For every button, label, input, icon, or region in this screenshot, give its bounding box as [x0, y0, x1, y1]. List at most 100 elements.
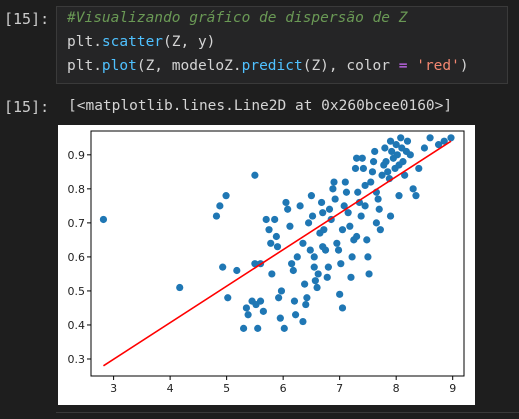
scatter-point	[406, 151, 414, 159]
scatter-point	[244, 311, 252, 319]
code-line-3: plt.plot(Z, modeloZ.predict(Z), color = …	[67, 58, 469, 74]
scatter-point	[293, 253, 301, 261]
scatter-point	[346, 222, 354, 230]
scatter-point	[384, 168, 392, 176]
scatter-point	[348, 253, 356, 261]
scatter-point	[254, 324, 262, 332]
scatter-point	[376, 226, 384, 234]
scatter-point	[337, 260, 345, 268]
scatter-point	[361, 181, 369, 190]
scatter-point	[363, 236, 371, 244]
scatter-point	[222, 192, 230, 200]
scatter-point	[216, 202, 224, 210]
scatter-point	[302, 300, 310, 309]
scatter-point	[268, 270, 276, 278]
scatter-point	[361, 202, 369, 210]
code-token: plt.	[67, 34, 102, 50]
scatter-point	[409, 185, 417, 193]
scatter-point	[314, 270, 322, 278]
scatter-point	[289, 266, 297, 275]
scatter-point	[393, 151, 401, 159]
scatter-point	[330, 178, 338, 186]
scatter-point	[392, 141, 400, 149]
y-tick-label: 0.3	[68, 353, 86, 366]
scatter-point	[329, 185, 337, 193]
code-token-operator: =	[398, 58, 408, 74]
scatter-point	[272, 232, 280, 241]
scatter-point	[99, 215, 108, 224]
scatter-point	[212, 212, 221, 220]
scatter-point	[256, 297, 265, 305]
scatter-point	[353, 154, 361, 162]
code-cell[interactable]: [15]: #Visualizando gráfico de dispersão…	[0, 0, 519, 88]
y-tick-label: 0.9	[68, 149, 86, 162]
scatter-points	[99, 134, 455, 332]
x-axis: 3 4 5 6 7 8 9	[110, 376, 456, 395]
scatter-point	[351, 164, 360, 173]
scatter-point	[434, 141, 443, 149]
cell-divider	[56, 412, 519, 413]
scatter-point	[296, 202, 304, 210]
scatter-point	[334, 246, 343, 254]
scatter-point	[420, 144, 429, 152]
code-editor[interactable]: #Visualizando gráfico de dispersão de Z …	[56, 6, 508, 84]
code-token-call: plot	[101, 58, 137, 74]
scatter-point	[386, 212, 395, 220]
scatter-point	[284, 205, 292, 213]
scatter-point	[371, 147, 379, 156]
scatter-point	[397, 134, 405, 142]
y-tick-label: 0.7	[68, 217, 86, 230]
scatter-point	[267, 239, 275, 247]
code-token: plt.	[67, 58, 102, 74]
code-token: (Z), color	[302, 58, 399, 74]
scatter-point	[372, 219, 381, 227]
scatter-point	[291, 311, 300, 319]
scatter-point	[336, 290, 344, 298]
scatter-point	[359, 164, 368, 173]
code-line-2: plt.scatter(Z, y)	[67, 34, 215, 50]
scatter-point	[344, 209, 352, 217]
x-tick-label: 4	[167, 382, 174, 395]
scatter-point	[382, 158, 390, 166]
output-prompt: [15]:	[4, 98, 50, 116]
scatter-point	[280, 324, 288, 332]
scatter-point	[282, 198, 290, 207]
scatter-point	[276, 314, 284, 322]
scatter-point	[367, 178, 375, 186]
scatter-point	[395, 192, 403, 200]
x-tick-label: 8	[393, 382, 400, 395]
scatter-point	[259, 307, 267, 315]
scatter-point	[325, 205, 334, 213]
scatter-point	[338, 226, 347, 234]
y-tick-label: 0.6	[68, 251, 86, 264]
x-tick-label: 6	[280, 382, 287, 395]
scatter-point	[176, 283, 184, 292]
scatter-point	[333, 239, 341, 247]
x-tick-label: 3	[110, 382, 117, 395]
code-token-string: 'red'	[416, 58, 460, 74]
code-line-1: #Visualizando gráfico de dispersão de Z	[67, 10, 407, 26]
scatter-point	[415, 164, 423, 173]
scatter-point	[426, 134, 434, 142]
input-prompt: [15]:	[4, 10, 50, 28]
scatter-point	[311, 277, 319, 285]
scatter-point	[447, 134, 455, 142]
scatter-point	[303, 294, 311, 302]
scatter-point	[233, 266, 241, 275]
scatter-point	[340, 202, 348, 210]
scatter-point	[403, 137, 412, 145]
code-comment: #Visualizando gráfico de dispersão de Z	[67, 10, 408, 26]
code-token: )	[459, 58, 469, 74]
scatter-point	[307, 192, 316, 200]
scatter-point	[265, 226, 273, 234]
scatter-point	[304, 219, 313, 227]
scatter-point	[369, 158, 378, 166]
scatter-point	[412, 192, 420, 200]
x-tick-label: 5	[223, 382, 230, 395]
scatter-point	[224, 294, 232, 302]
scatter-point	[347, 273, 355, 281]
y-tick-label: 0.8	[68, 183, 86, 196]
output-text: [<matplotlib.lines.Line2D at 0x260bcee01…	[68, 98, 453, 114]
scatter-point	[378, 171, 386, 179]
scatter-point	[320, 226, 328, 234]
